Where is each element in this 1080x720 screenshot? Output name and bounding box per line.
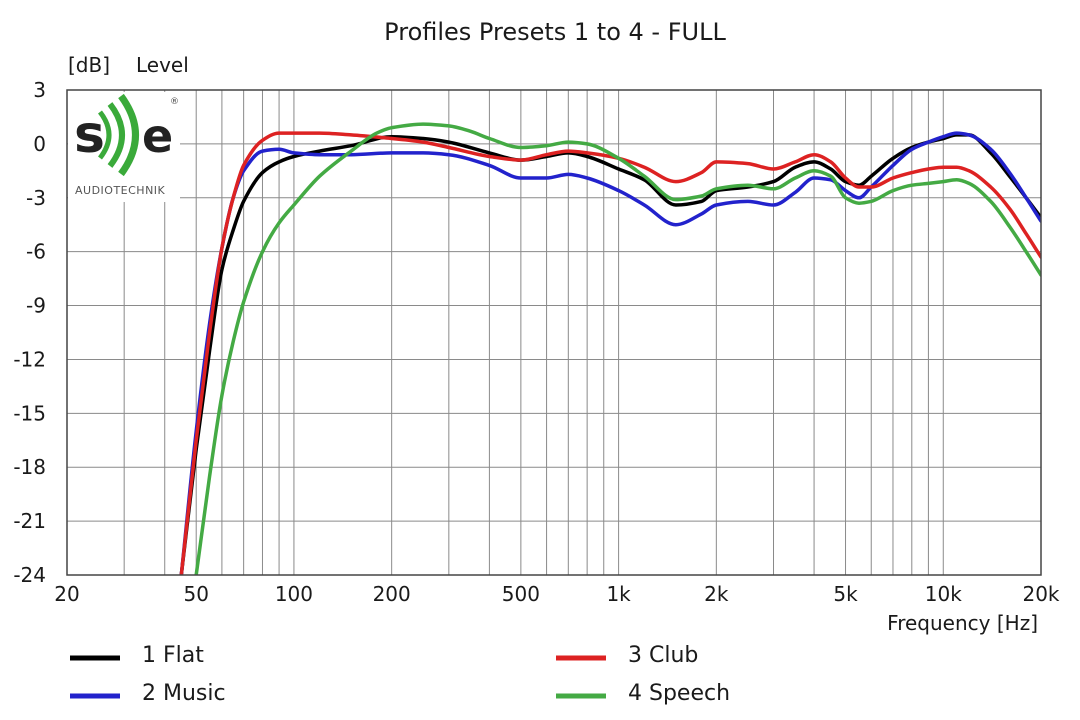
x-tick-label: 20 [54, 582, 79, 606]
logo-registered-mark: ® [170, 97, 179, 107]
x-axis-label: Frequency [Hz] [887, 611, 1038, 635]
y-tick-label: -3 [26, 186, 46, 210]
y-tick-label: -12 [13, 347, 46, 371]
legend-item-3-club: 3 Club [556, 643, 698, 668]
x-tick-label: 50 [183, 582, 208, 606]
y-axis-label: Level [136, 53, 189, 77]
legend-item-4-speech: 4 Speech [556, 681, 730, 706]
series-lines [179, 122, 1041, 575]
x-tick-label: 500 [502, 582, 540, 606]
series-line-3-club [179, 131, 1041, 575]
x-tick-label: 20k [1022, 582, 1059, 606]
logo-wave-1 [97, 110, 112, 160]
x-tick-label: 100 [275, 582, 313, 606]
se-audiotechnik-logo: s e ® AUDIOTECHNIK [68, 92, 180, 202]
legend-item-1-flat: 1 Flat [70, 643, 204, 668]
logo-letter-e: e [142, 109, 173, 163]
x-tick-label: 200 [373, 582, 411, 606]
logo-backdrop [68, 92, 180, 202]
y-tick-label: 0 [33, 132, 46, 156]
y-tick-label: -18 [13, 455, 46, 479]
x-tick-label: 5k [833, 582, 858, 606]
y-tick-label: -6 [26, 240, 46, 264]
chart-title: Profiles Presets 1 to 4 - FULL [384, 18, 726, 46]
legend-label: 4 Speech [628, 681, 730, 706]
x-tick-label: 10k [925, 582, 962, 606]
y-tick-label: -21 [13, 509, 46, 533]
y-tick-labels: 3 0 -3 -6 -9 -12 -15 -18 -21 -24 [13, 78, 46, 587]
legend-label: 3 Club [628, 643, 698, 668]
logo-wave-2 [107, 102, 125, 168]
chart-legend: 1 Flat 2 Music 3 Club 4 Speech [70, 643, 730, 706]
legend-label: 1 Flat [142, 643, 204, 668]
x-tick-label: 1k [606, 582, 631, 606]
y-tick-label: -24 [13, 563, 46, 587]
logo-subtitle: AUDIOTECHNIK [75, 184, 166, 197]
y-tick-label: 3 [33, 78, 46, 102]
y-axis-unit: [dB] [68, 53, 110, 77]
series-line-2-music [179, 131, 1041, 575]
legend-item-2-music: 2 Music [70, 681, 226, 706]
x-tick-labels: 20 50 100 200 500 1k 2k 5k 10k 20k [54, 582, 1060, 606]
y-tick-label: -15 [13, 401, 46, 425]
plot-frame [66, 89, 1042, 576]
x-tick-label: 2k [704, 582, 729, 606]
legend-label: 2 Music [142, 681, 226, 706]
logo-wave-3 [118, 93, 139, 177]
y-tick-label: -9 [26, 294, 46, 318]
series-line-4-speech [194, 122, 1041, 575]
